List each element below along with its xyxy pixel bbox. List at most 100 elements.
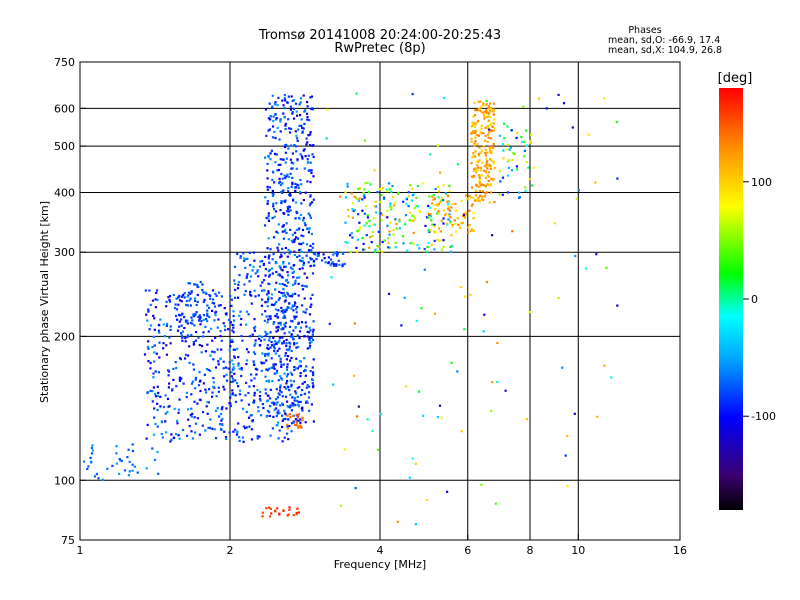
data-point (420, 307, 423, 310)
data-point (312, 384, 315, 387)
data-point (292, 402, 295, 405)
data-point (439, 171, 442, 174)
data-point (155, 352, 158, 355)
data-point (493, 108, 496, 111)
data-point (471, 229, 474, 232)
data-point (493, 109, 496, 113)
data-point (523, 140, 526, 143)
data-point (398, 218, 401, 221)
data-point (298, 103, 301, 106)
data-point (199, 389, 202, 393)
data-point (291, 404, 294, 407)
data-point (515, 168, 519, 171)
data-point (285, 382, 288, 385)
data-point (194, 378, 197, 381)
data-point (190, 382, 194, 385)
data-point (491, 159, 494, 162)
data-point (301, 382, 304, 385)
data-point (279, 256, 282, 259)
data-point (386, 216, 389, 219)
data-point (157, 391, 160, 394)
data-point (496, 341, 499, 345)
data-point (201, 289, 204, 292)
data-point (479, 166, 483, 169)
data-point (283, 116, 286, 119)
data-point (530, 133, 533, 136)
data-point (297, 322, 300, 325)
data-point (183, 316, 186, 319)
data-point (184, 337, 187, 340)
data-point (146, 423, 149, 426)
data-point (232, 331, 235, 334)
data-point (298, 259, 301, 262)
data-point (412, 242, 415, 245)
data-point (192, 368, 195, 371)
data-point (208, 315, 211, 318)
data-point (279, 357, 282, 360)
data-point (297, 400, 300, 404)
data-point (483, 164, 486, 168)
data-point (273, 408, 276, 411)
data-point (302, 235, 305, 238)
data-point (354, 196, 357, 199)
data-point (440, 219, 443, 222)
data-point (293, 396, 297, 400)
data-point (376, 448, 380, 451)
data-point (268, 261, 271, 264)
data-point (515, 136, 518, 139)
data-point (385, 188, 388, 191)
data-point (528, 311, 531, 314)
data-point (268, 283, 271, 286)
data-point (450, 206, 453, 209)
data-point (413, 215, 416, 218)
data-point (439, 230, 442, 233)
data-point (407, 191, 410, 194)
data-point (301, 416, 304, 419)
data-point (334, 251, 337, 254)
data-point (306, 276, 309, 279)
data-point (187, 282, 190, 285)
data-point (419, 210, 422, 214)
data-point (358, 197, 361, 200)
data-point (192, 343, 196, 346)
data-point (154, 370, 157, 373)
data-point (481, 183, 484, 186)
data-point (285, 143, 288, 147)
data-point (470, 175, 474, 178)
data-point (311, 333, 314, 336)
data-point (231, 359, 234, 362)
data-point (295, 423, 298, 427)
data-point (312, 330, 315, 333)
data-point (212, 298, 215, 301)
data-point (241, 407, 245, 410)
data-point (206, 320, 209, 323)
data-point (285, 338, 288, 341)
data-point (296, 416, 299, 419)
data-point (300, 321, 304, 324)
data-point (283, 386, 286, 389)
data-point (523, 149, 526, 152)
data-point (186, 319, 189, 322)
data-point (251, 333, 254, 336)
data-point (245, 410, 248, 413)
data-point (444, 213, 447, 216)
data-point (157, 371, 160, 374)
data-point (270, 297, 273, 300)
data-point (295, 134, 298, 137)
data-point (225, 379, 229, 382)
data-point (295, 167, 298, 170)
data-point (310, 169, 313, 172)
data-point (463, 328, 466, 331)
data-point (411, 214, 414, 217)
data-point (299, 372, 302, 375)
data-point (189, 413, 192, 417)
data-point (172, 378, 175, 381)
data-point (152, 433, 155, 436)
data-point (232, 430, 235, 433)
data-point (521, 140, 524, 143)
data-point (291, 335, 294, 338)
data-point (162, 406, 165, 409)
data-point (267, 237, 270, 240)
data-point (158, 324, 161, 327)
data-point (489, 137, 493, 140)
